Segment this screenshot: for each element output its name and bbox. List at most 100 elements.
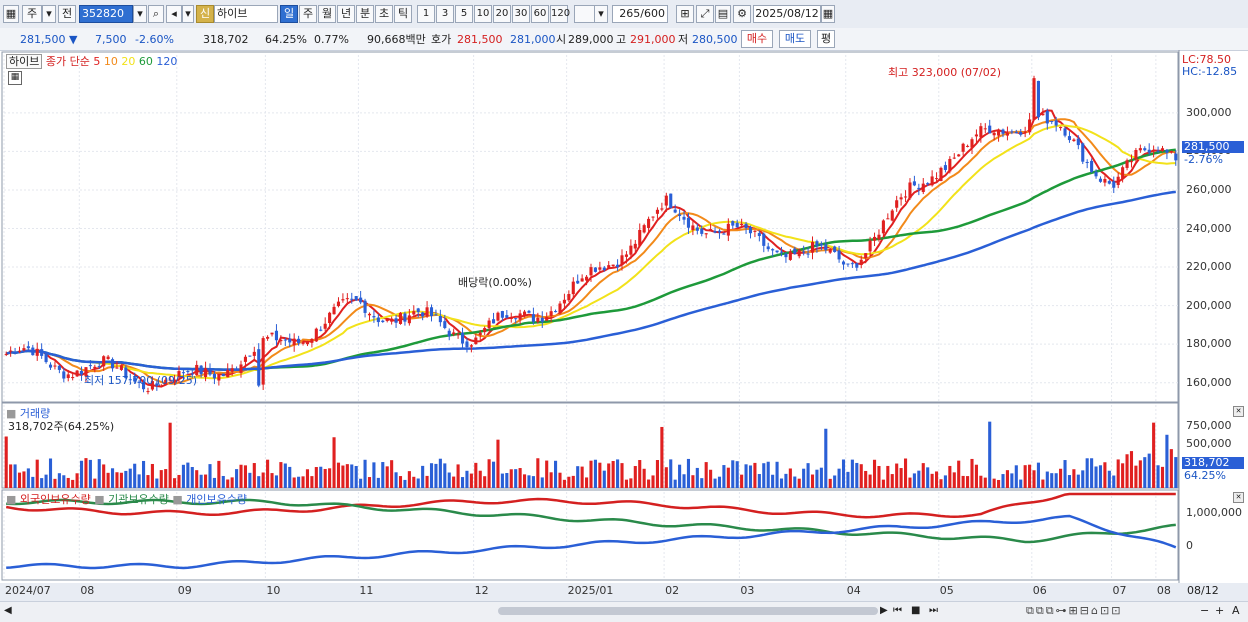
volume-bar bbox=[164, 469, 168, 488]
period-tab-6[interactable]: 틱 bbox=[394, 5, 412, 23]
volume-bar bbox=[345, 464, 349, 488]
search-icon[interactable]: ⌕ bbox=[148, 5, 164, 23]
volume-bar bbox=[642, 468, 646, 488]
volume-bar bbox=[961, 475, 965, 488]
volume-bar bbox=[647, 479, 651, 488]
change-value: 7,500 bbox=[95, 33, 127, 46]
layout-icon[interactable]: ▦ bbox=[3, 5, 19, 23]
volume-bar bbox=[40, 478, 44, 488]
high-label: 고 bbox=[616, 33, 627, 46]
chart-canvas[interactable] bbox=[0, 50, 1248, 621]
volume-bar bbox=[655, 460, 660, 488]
volume-bar bbox=[1121, 463, 1125, 488]
market-dropdown-icon[interactable]: ▾ bbox=[42, 5, 56, 23]
candle-body bbox=[1138, 148, 1142, 151]
price-tick-label: 260,000 bbox=[1186, 182, 1232, 196]
candle-body bbox=[1160, 148, 1165, 151]
volume-bar bbox=[323, 468, 327, 488]
candle-body bbox=[1036, 80, 1040, 118]
sell-button[interactable]: 매도 bbox=[779, 30, 811, 48]
buy-button[interactable]: 매수 bbox=[741, 30, 773, 48]
candle-body bbox=[31, 347, 35, 356]
candle-body bbox=[948, 158, 952, 172]
volume-bar bbox=[970, 458, 974, 488]
volume-bar bbox=[899, 468, 903, 488]
period-tab-4[interactable]: 분 bbox=[356, 5, 374, 23]
draw-line-icon[interactable]: ⤢ bbox=[696, 5, 714, 23]
volume-bar bbox=[700, 478, 704, 488]
volume-bar bbox=[1125, 454, 1129, 488]
candle-body bbox=[979, 126, 983, 138]
volume-bar bbox=[133, 463, 137, 488]
candle-body bbox=[935, 178, 939, 180]
volume-bar bbox=[1041, 479, 1045, 488]
volume-bar bbox=[354, 465, 358, 488]
volume-bar bbox=[1174, 457, 1178, 488]
volume-bar bbox=[283, 463, 287, 488]
interval-button-1[interactable]: 1 bbox=[417, 5, 435, 23]
font-size-icon[interactable]: A bbox=[1232, 604, 1240, 617]
stop-icon[interactable]: ■ bbox=[911, 605, 921, 616]
volume-bar bbox=[478, 470, 482, 488]
first-icon[interactable]: ⏮ bbox=[893, 605, 902, 616]
settings-icon[interactable]: ⚙ bbox=[733, 5, 751, 23]
interval-dropdown-icon[interactable]: ▾ bbox=[594, 5, 608, 23]
code-dropdown-icon[interactable]: ▾ bbox=[133, 5, 147, 23]
volume-close-icon[interactable]: ✕ bbox=[1233, 406, 1244, 417]
candle-body bbox=[1125, 160, 1129, 168]
save-icon[interactable]: ▤ bbox=[715, 5, 731, 23]
candle-body bbox=[328, 312, 332, 324]
volume-bar bbox=[966, 476, 970, 488]
candle-body bbox=[345, 298, 349, 300]
volume-bar bbox=[611, 460, 615, 488]
candle-body bbox=[217, 374, 221, 381]
candle-body bbox=[1001, 129, 1005, 134]
period-tab-2[interactable]: 월 bbox=[318, 5, 336, 23]
market-select[interactable]: 주 bbox=[22, 5, 42, 23]
scrollbar-thumb[interactable] bbox=[498, 607, 878, 615]
candle-body bbox=[146, 391, 150, 393]
candle-body bbox=[864, 253, 868, 259]
candle-body bbox=[868, 240, 872, 252]
volume-bar bbox=[992, 478, 996, 488]
calendar-icon[interactable]: ▦ bbox=[821, 5, 835, 23]
volume-bar bbox=[744, 464, 748, 488]
eval-button[interactable]: 평 bbox=[817, 30, 835, 48]
volume-bar bbox=[376, 477, 380, 488]
x-axis-label: 10 bbox=[266, 584, 281, 597]
volume-bar bbox=[531, 476, 535, 488]
x-axis-label: 07 bbox=[1112, 584, 1127, 597]
volume-bar bbox=[35, 459, 39, 488]
volume-bar bbox=[505, 473, 509, 488]
interval-button-5[interactable]: 5 bbox=[455, 5, 473, 23]
tool-icons[interactable]: ⧉⧉⧉⊶⊞⊟⌂⊡⊡ bbox=[1026, 604, 1123, 617]
zoom-icon[interactable]: ⊞ bbox=[676, 5, 694, 23]
period-tab-0[interactable]: 일 bbox=[280, 5, 298, 23]
interval-button-3[interactable]: 3 bbox=[436, 5, 454, 23]
scroll-right-icon[interactable]: ▶ bbox=[880, 605, 888, 616]
period-tab-3[interactable]: 년 bbox=[337, 5, 355, 23]
volume-bar bbox=[522, 474, 527, 488]
speaker-icon[interactable]: ◂ bbox=[166, 5, 182, 23]
zoom-in-icon[interactable]: + bbox=[1215, 604, 1225, 617]
date-input[interactable]: 2025/08/12 bbox=[753, 5, 821, 23]
interval-button-120[interactable]: 120 bbox=[550, 5, 570, 23]
table-icon[interactable]: ▦ bbox=[8, 71, 22, 85]
interval-button-30[interactable]: 30 bbox=[512, 5, 530, 23]
zoom-out-icon[interactable]: − bbox=[1200, 604, 1210, 617]
last-icon[interactable]: ⏭ bbox=[929, 605, 938, 616]
scroll-left-icon[interactable]: ◀ bbox=[4, 605, 12, 616]
candle-body bbox=[376, 317, 380, 323]
count-input[interactable]: 265/600 bbox=[612, 5, 668, 23]
volume-bar bbox=[855, 462, 859, 488]
candle-body bbox=[496, 312, 500, 321]
interval-button-60[interactable]: 60 bbox=[531, 5, 549, 23]
prev-button[interactable]: 전 bbox=[58, 5, 76, 23]
code-input[interactable]: 352820 bbox=[79, 5, 133, 23]
speaker-dropdown-icon[interactable]: ▾ bbox=[182, 5, 194, 23]
holding-close-icon[interactable]: ✕ bbox=[1233, 492, 1244, 503]
period-tab-5[interactable]: 초 bbox=[375, 5, 393, 23]
interval-button-10[interactable]: 10 bbox=[474, 5, 492, 23]
period-tab-1[interactable]: 주 bbox=[299, 5, 317, 23]
interval-button-20[interactable]: 20 bbox=[493, 5, 511, 23]
